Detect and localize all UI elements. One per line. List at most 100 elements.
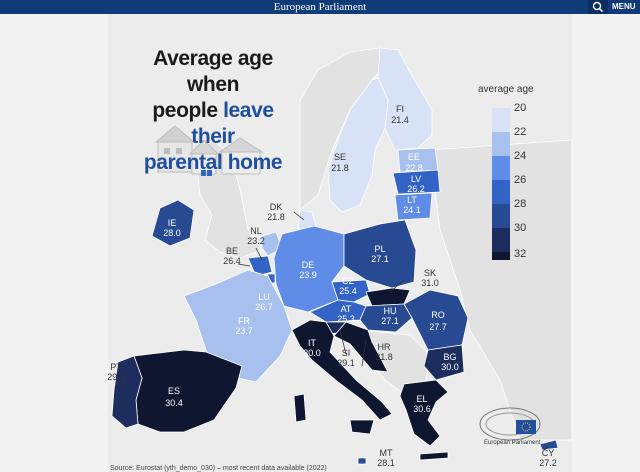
label-value-lu: 26.7	[255, 302, 273, 312]
label-code-bg: BG	[443, 352, 456, 362]
logo-text: European Parliament	[484, 440, 541, 446]
label-code-cy: CY	[542, 448, 555, 458]
non-eu-land-east	[429, 139, 573, 441]
country-shape-lv	[392, 169, 441, 195]
label-code-fi: FI	[396, 104, 404, 114]
label-value-ee: 22.8	[405, 163, 423, 173]
label-value-be: 26.4	[223, 256, 241, 266]
label-value-dk: 21.8	[267, 212, 285, 222]
label-value-pt: 29.1	[107, 372, 125, 382]
country-shape-ro	[403, 289, 469, 351]
title-line-1: Average age when	[153, 47, 273, 96]
legend-title: average age	[478, 84, 534, 95]
label-value-ro: 27.7	[429, 322, 447, 332]
search-icon	[592, 1, 604, 13]
country-shape-be	[247, 255, 273, 277]
label-code-at: AT	[341, 304, 352, 314]
parliament-logo: European Parliament	[479, 407, 541, 446]
label-code-cz: CZ	[342, 276, 354, 286]
label-code-ee: EE	[408, 152, 420, 162]
label-code-ro: RO	[431, 310, 445, 320]
menu-button[interactable]: MENU	[612, 2, 636, 11]
label-value-ie: 28.0	[163, 228, 181, 238]
label-code-de: DE	[302, 260, 315, 270]
label-value-lt: 24.1	[403, 205, 421, 215]
country-shape-sicily	[349, 419, 375, 435]
country-shape-pl	[343, 219, 417, 289]
label-value-pl: 27.1	[371, 254, 389, 264]
label-value-es: 30.4	[165, 398, 183, 408]
source-note: Source: Eurostat (yth_demo_030) – most r…	[110, 465, 327, 472]
label-value-si: 29.1	[337, 358, 355, 368]
country-shape-hr	[333, 321, 389, 373]
label-value-de: 23.9	[299, 270, 317, 280]
label-code-it: IT	[308, 338, 317, 348]
label-value-el: 30.6	[413, 404, 431, 414]
title-line-2: people leave their	[128, 98, 298, 150]
label-value-sk: 31.0	[421, 278, 439, 288]
country-shape-mt	[357, 457, 367, 465]
label-value-cz: 25.4	[339, 286, 357, 296]
country-shape-bg	[423, 344, 465, 381]
label-code-dk: DK	[270, 202, 283, 212]
person-icon	[201, 170, 206, 176]
country-shape-crete	[419, 451, 449, 461]
legend-tick: 20	[514, 102, 527, 114]
label-code-sk: SK	[424, 268, 436, 278]
label-value-cy: 27.2	[539, 458, 557, 468]
infographic-title: Average age when people leave their pare…	[128, 46, 298, 176]
site-brand[interactable]: European Parliament	[273, 1, 367, 13]
label-code-pl: PL	[374, 244, 385, 254]
legend-scale	[492, 108, 510, 260]
label-value-hr: 31.8	[375, 352, 393, 362]
legend-tick: 22	[514, 126, 527, 138]
label-value-bg: 30.0	[441, 362, 459, 372]
label-code-hr: HR	[378, 342, 391, 352]
label-code-mt: MT	[380, 448, 393, 458]
label-code-si: SI	[342, 348, 351, 358]
label-code-se: SE	[334, 152, 346, 162]
label-code-lt: LT	[407, 195, 417, 205]
leader-lines	[121, 211, 549, 460]
eu-flag-icon	[516, 420, 536, 434]
label-code-nl: NL	[250, 226, 262, 236]
country-shape-lt	[394, 192, 433, 221]
houses-illustration	[154, 125, 264, 176]
label-value-hu: 27.1	[381, 316, 399, 326]
label-code-hu: HU	[384, 306, 397, 316]
label-code-fr: FR	[238, 316, 250, 326]
legend-tick: 32	[514, 248, 527, 260]
country-shape-el	[399, 379, 449, 447]
label-code-be: BE	[226, 246, 238, 256]
site-header: European Parliament MENU	[0, 0, 640, 14]
label-value-fr: 23.7	[235, 326, 253, 336]
country-shape-it	[291, 319, 393, 421]
search-button[interactable]	[588, 0, 608, 14]
country-shape-cz	[331, 279, 371, 303]
title-line-2b: leave their	[191, 99, 274, 148]
country-shape-es	[133, 349, 243, 433]
country-shape-sardinia	[293, 393, 307, 423]
label-code-ie: IE	[168, 218, 177, 228]
legend-tick: 30	[514, 222, 527, 234]
label-value-fi: 21.4	[391, 115, 409, 125]
label-value-lv: 26.2	[407, 184, 425, 194]
label-value-at: 25.3	[337, 314, 355, 324]
label-code-lv: LV	[411, 174, 421, 184]
label-code-pt: PT	[110, 362, 122, 372]
title-line-3: parental home	[143, 151, 283, 174]
label-value-se: 21.8	[331, 163, 349, 173]
label-code-lu: LU	[258, 292, 270, 302]
label-value-mt: 28.1	[377, 458, 395, 468]
country-shape-pt	[111, 355, 143, 429]
title-line-2a: people	[152, 99, 224, 122]
label-code-es: ES	[168, 386, 180, 396]
country-shape-se	[327, 77, 389, 213]
legend-tick: 28	[514, 198, 527, 210]
country-shape-cy	[539, 439, 559, 451]
label-value-it: 30.0	[303, 348, 321, 358]
country-shape-ie	[151, 199, 195, 247]
label-value-nl: 23.2	[247, 236, 265, 246]
legend-tick: 24	[514, 150, 527, 162]
